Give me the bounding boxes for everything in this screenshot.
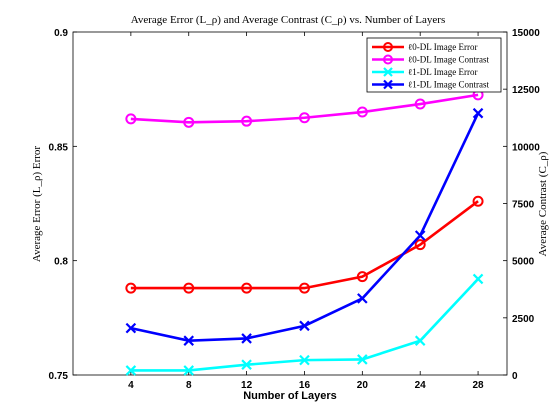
series-line	[130, 93, 479, 124]
y-left-tick-label: 0.75	[49, 371, 69, 382]
y-axis-right-label: Average Contrast (C_ρ)	[537, 151, 549, 256]
x-tick-label: 8	[186, 380, 192, 391]
marker-stroke	[299, 354, 310, 366]
data-point-marker	[241, 333, 252, 344]
marker-stroke	[183, 365, 195, 376]
y-right-tick-label: 10000	[512, 142, 540, 153]
x-tick-label: 24	[415, 380, 427, 391]
marker-stroke	[125, 322, 137, 334]
legend-entry: ℓ0-DL Image Contrast	[372, 54, 489, 65]
marker-stroke	[241, 359, 252, 370]
x-tick-label: 4	[128, 380, 134, 391]
y-axis-left-label: Average Error (L_ρ) Error	[31, 146, 43, 262]
marker-stroke	[414, 230, 426, 241]
series-4	[125, 107, 484, 346]
series-3	[125, 273, 484, 376]
chart-title: Average Error (L_ρ) and Average Contrast…	[131, 14, 446, 26]
data-point-marker	[357, 293, 368, 304]
data-point-marker	[125, 322, 137, 334]
y-right-tick-label: 0	[512, 371, 518, 382]
data-point-marker	[183, 282, 195, 294]
data-point-marker	[357, 354, 368, 365]
series-layer	[125, 89, 484, 376]
data-point-marker	[125, 365, 137, 376]
marker-stroke	[241, 333, 252, 344]
data-point-marker	[298, 282, 310, 294]
data-point-marker	[383, 54, 393, 65]
y-right-tick-label: 15000	[512, 28, 540, 39]
marker-stroke	[357, 354, 368, 365]
marker-stroke	[357, 293, 368, 304]
data-point-marker	[383, 67, 393, 77]
data-point-marker	[125, 282, 137, 294]
marker-stroke	[299, 320, 310, 332]
marker-stroke	[383, 67, 393, 77]
marker-stroke	[183, 335, 195, 346]
data-point-marker	[383, 42, 393, 52]
data-point-marker	[241, 359, 252, 370]
data-point-marker	[183, 335, 195, 346]
data-point-marker	[356, 106, 368, 118]
legend-label: ℓ1-DL Image Error	[408, 67, 477, 77]
x-axis-label: Number of Layers	[243, 390, 337, 402]
data-point-marker	[241, 282, 253, 294]
series-1	[125, 195, 484, 294]
y-left-tick-label: 0.8	[54, 257, 68, 268]
legend-entry: ℓ0-DL Image Error	[372, 42, 477, 52]
data-point-marker	[125, 113, 137, 125]
data-point-marker	[183, 116, 195, 128]
data-point-marker	[414, 239, 426, 251]
data-point-marker	[241, 115, 253, 127]
y-right-tick-label: 7500	[512, 200, 535, 211]
data-point-marker	[472, 195, 484, 207]
series-line	[130, 200, 479, 290]
data-point-marker	[414, 230, 426, 241]
x-tick-label: 16	[299, 380, 311, 391]
data-point-marker	[356, 271, 368, 283]
legend: ℓ0-DL Image Error ℓ0-DL Image Contrast ℓ1-…	[366, 37, 502, 93]
y-right-tick-label: 5000	[512, 257, 535, 268]
data-point-marker	[299, 320, 310, 332]
data-point-marker	[299, 354, 310, 366]
x-tick-label: 20	[357, 380, 369, 391]
data-point-marker	[472, 107, 484, 119]
legend-label: ℓ1-DL Image Contrast	[408, 80, 489, 90]
data-point-marker	[298, 112, 310, 124]
legend-entry: ℓ1-DL Image Error	[372, 67, 477, 77]
y-right-tick-label: 2500	[512, 314, 535, 325]
data-point-marker	[414, 98, 426, 110]
y-right-tick-label: 12500	[512, 85, 540, 96]
marker-stroke	[472, 273, 484, 285]
data-point-marker	[183, 365, 195, 376]
marker-stroke	[472, 107, 484, 119]
marker-stroke	[383, 79, 393, 90]
marker-stroke	[414, 335, 426, 346]
y-left-tick-label: 0.9	[54, 28, 68, 39]
y-axis-right: 0 2500 5000 7500 10000 12500 15000	[503, 28, 540, 382]
x-tick-label: 12	[241, 380, 253, 391]
marker-stroke	[125, 365, 137, 376]
data-point-marker	[383, 79, 393, 90]
legend-entry: ℓ1-DL Image Contrast	[372, 80, 489, 90]
data-point-marker	[472, 273, 484, 285]
legend-label: ℓ0-DL Image Error	[408, 42, 477, 52]
legend-label: ℓ0-DL Image Contrast	[408, 55, 489, 65]
y-left-tick-label: 0.85	[49, 142, 69, 153]
x-tick-label: 28	[473, 380, 485, 391]
data-point-marker	[414, 335, 426, 346]
y-axis-left: 0.75 0.8 0.85 0.9	[49, 28, 77, 382]
